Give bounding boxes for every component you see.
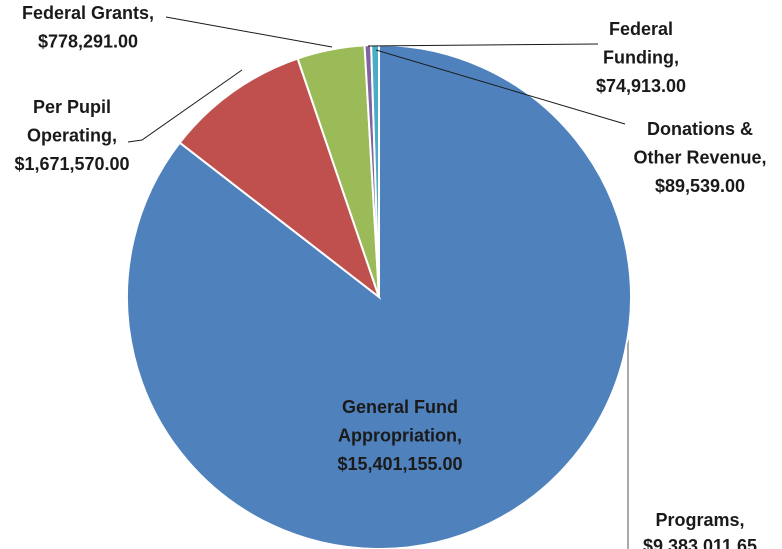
value-label: $778,291.00 [38,31,138,51]
annotation: Programs, [655,510,744,530]
value-label: $74,913.00 [596,76,686,96]
category-label: Federal Funding, [603,19,679,68]
pie-slice [370,43,380,298]
category-label: Federal Grants, [22,3,154,23]
pie [126,43,632,549]
annotation: $9,383,011.65 [643,536,757,549]
value-label: $15,401,155.00 [337,454,462,474]
category-label: General Fund Appropriation, [338,397,462,446]
pie-slice [178,57,382,300]
value-label: $1,671,570.00 [14,154,129,174]
category-label: Per Pupil Operating, [27,97,117,146]
leader-line [165,16,333,48]
leader-line [127,69,243,143]
labels: General Fund Appropriation, $15,401,155.00… [14,3,766,474]
leader-line [367,43,599,47]
category-label: Donations & Other Revenue, [633,119,766,168]
value-label: $89,539.00 [655,176,745,196]
leader-line [375,49,626,125]
